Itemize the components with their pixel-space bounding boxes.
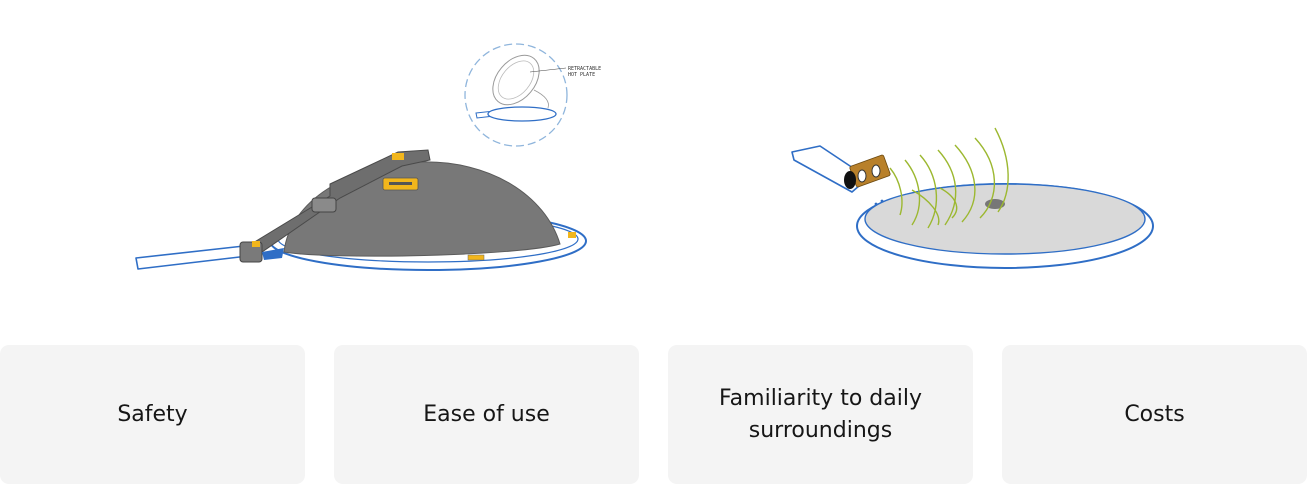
- lid-arm: [246, 149, 431, 253]
- lidded-pan-illustration: RETRACTABLE HOT PLATE: [135, 43, 601, 271]
- criterion-card-safety: Safety: [0, 345, 305, 484]
- criterion-label: Safety: [117, 401, 188, 427]
- cooking-surface: [864, 183, 1146, 255]
- sensing-waves: [889, 127, 1009, 229]
- pan-handle: [135, 245, 249, 270]
- arm-hinge: [311, 197, 337, 213]
- inset-label-line1: RETRACTABLE: [568, 66, 601, 72]
- sensor-pan-illustration: [791, 127, 1154, 269]
- criterion-card-costs: Costs: [1002, 345, 1307, 484]
- criterion-card-familiarity: Familiarity to daily surroundings: [668, 345, 973, 484]
- retractable-hot-plate-inset: RETRACTABLE HOT PLATE: [464, 43, 601, 147]
- inset-label-line2: HOT PLATE: [568, 72, 595, 78]
- criterion-label: Ease of use: [423, 401, 550, 427]
- criterion-label: Familiarity to daily surroundings: [719, 385, 922, 443]
- criteria-cards: Safety Ease of use Familiarity to daily …: [0, 345, 1308, 485]
- criterion-card-ease-of-use: Ease of use: [334, 345, 639, 484]
- criterion-label: Costs: [1124, 401, 1185, 427]
- illustrations: RETRACTABLE HOT PLATE: [135, 43, 1154, 271]
